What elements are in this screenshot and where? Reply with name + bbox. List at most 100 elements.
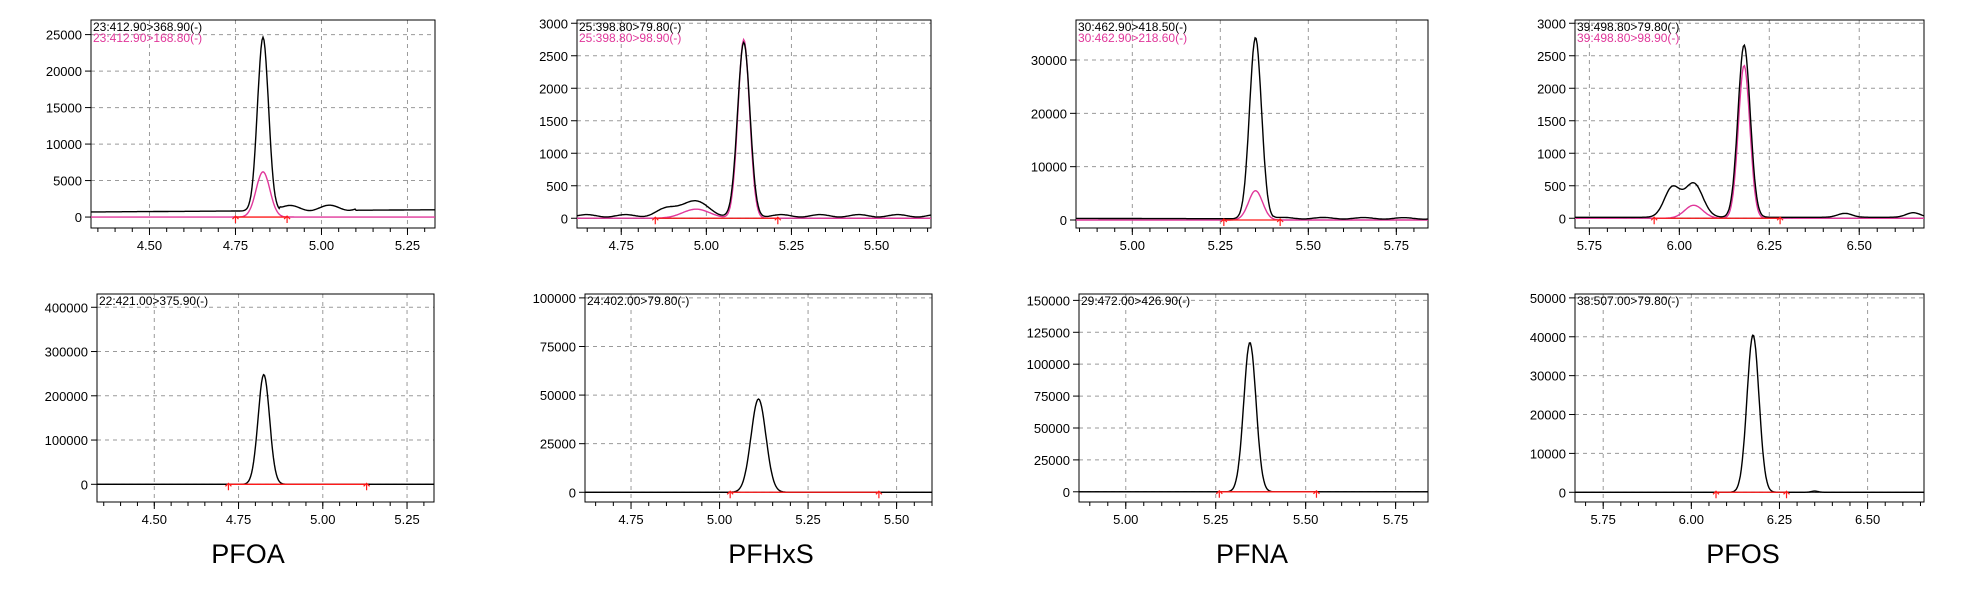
y-tick-label: 0 (569, 485, 576, 500)
plot-frame (1574, 19, 1925, 229)
y-tick-label: 25000 (46, 28, 82, 43)
trace-qual (91, 171, 435, 218)
trace-label: 29:472.00>426.90(-) (1081, 294, 1190, 308)
integration-marker (726, 490, 734, 499)
chromatogram-panel: 4.50 4.75 5.00 5.25 0 100000 200000 300000 40000… (45, 293, 435, 527)
y-tick-label: 2500 (539, 49, 568, 64)
trace-quant (1575, 43, 1925, 218)
trace-label: 30:462.90>418.50(-) (1078, 20, 1187, 34)
trace-label: 22:421.00>375.90(-) (99, 294, 208, 308)
x-tick-label: 5.75 (1384, 238, 1409, 253)
x-tick-label: 6.25 (1757, 238, 1782, 253)
x-tick-label: 6.25 (1767, 512, 1792, 527)
trace-label: 25:398.80>79.80(-) (579, 20, 681, 34)
trace-label: 24:402.00>79.80(-) (587, 294, 689, 308)
integration-marker (774, 216, 782, 225)
y-tick-label: 75000 (1034, 389, 1070, 404)
y-tick-label: 30000 (1031, 53, 1067, 68)
integration-marker (1220, 218, 1228, 226)
x-tick-label: 5.25 (1208, 238, 1233, 253)
y-tick-label: 3000 (1537, 16, 1566, 31)
integration-marker (225, 482, 232, 491)
integration-marker (283, 215, 291, 224)
y-tick-label: 20000 (46, 64, 82, 79)
compound-label: PFHxS (728, 539, 814, 569)
y-tick-label: 20000 (1530, 408, 1566, 423)
y-tick-label: 0 (1060, 213, 1067, 228)
x-tick-label: 5.00 (310, 512, 335, 527)
chromatogram-panel: 5.75 6.00 6.25 6.50 0 10000 20000 30000 40000 500… (1530, 291, 1925, 527)
x-tick-label: 6.00 (1679, 512, 1704, 527)
integration-marker (232, 215, 239, 224)
y-tick-label: 100000 (1027, 357, 1070, 372)
y-tick-label: 300000 (45, 345, 88, 360)
y-tick-label: 150000 (1027, 293, 1070, 308)
trace-qual (577, 37, 931, 219)
x-tick-label: 5.75 (1383, 512, 1408, 527)
trace-label: 38:507.00>79.80(-) (1577, 294, 1679, 308)
trace-label: 30:462.90>218.60(-) (1078, 31, 1187, 45)
y-tick-label: 0 (561, 211, 568, 226)
plot-frame (584, 293, 933, 503)
trace-quant (1575, 334, 1924, 493)
x-tick-label: 5.50 (884, 512, 909, 527)
trace-quant (576, 40, 932, 218)
y-tick-label: 0 (1063, 485, 1070, 500)
x-tick-label: 5.50 (864, 238, 889, 253)
y-tick-label: 0 (75, 210, 82, 225)
plot-frame (1075, 19, 1429, 229)
x-tick-label: 6.00 (1667, 238, 1692, 253)
plot-frame (96, 293, 435, 503)
trace-quant (1079, 342, 1428, 493)
plot-frame (1574, 293, 1925, 503)
trace-label: 39:498.80>98.90(-) (1577, 31, 1679, 45)
compound-label: PFNA (1216, 539, 1288, 569)
trace-quant (91, 35, 435, 213)
y-tick-label: 2000 (539, 81, 568, 96)
y-tick-label: 100000 (533, 291, 576, 306)
y-tick-label: 75000 (540, 339, 576, 354)
trace-qual (1575, 64, 1924, 219)
chromatogram-panel: 4.75 5.00 5.25 5.50 0 25000 50000 75000 100000 24… (533, 291, 933, 527)
integration-marker (1783, 490, 1790, 499)
y-tick-label: 30000 (1530, 369, 1566, 384)
y-tick-label: 50000 (1034, 421, 1070, 436)
integration-marker (1276, 218, 1284, 226)
y-tick-label: 100000 (45, 433, 88, 448)
integration-marker (1215, 489, 1223, 498)
x-tick-label: 5.00 (707, 512, 732, 527)
y-tick-label: 10000 (1530, 446, 1566, 461)
x-tick-label: 5.50 (1296, 238, 1321, 253)
plot-frame (90, 19, 436, 229)
x-tick-label: 5.25 (779, 238, 804, 253)
y-tick-label: 1000 (539, 146, 568, 161)
integration-marker (875, 490, 883, 499)
y-tick-label: 25000 (540, 437, 576, 452)
y-tick-label: 3000 (539, 16, 568, 31)
y-tick-label: 500 (546, 179, 568, 194)
x-tick-label: 5.50 (1293, 512, 1318, 527)
y-tick-label: 1500 (1537, 114, 1566, 129)
y-tick-label: 15000 (46, 101, 82, 116)
y-tick-label: 5000 (53, 174, 82, 189)
trace-quant (585, 398, 932, 493)
y-tick-label: 25000 (1034, 453, 1070, 468)
y-tick-label: 50000 (540, 388, 576, 403)
integration-marker (1313, 489, 1320, 498)
x-tick-label: 5.25 (795, 512, 820, 527)
y-tick-label: 200000 (45, 389, 88, 404)
trace-quant (97, 373, 434, 485)
x-tick-label: 4.75 (618, 512, 643, 527)
compound-label: PFOS (1706, 539, 1780, 569)
y-tick-label: 0 (1559, 211, 1566, 226)
y-tick-label: 2000 (1537, 81, 1566, 96)
trace-label: 23:412.90>368.90(-) (93, 20, 202, 34)
y-tick-label: 1000 (1537, 146, 1566, 161)
y-tick-label: 0 (1559, 485, 1566, 500)
trace-label: 23:412.90>168.80(-) (93, 31, 202, 45)
x-tick-label: 5.00 (1113, 512, 1138, 527)
y-tick-label: 500 (1544, 179, 1566, 194)
integration-marker (1776, 216, 1784, 225)
chromatogram-panel: 4.75 5.00 5.25 5.50 0 500 1000 1500 2000 2500 3000… (539, 16, 932, 253)
